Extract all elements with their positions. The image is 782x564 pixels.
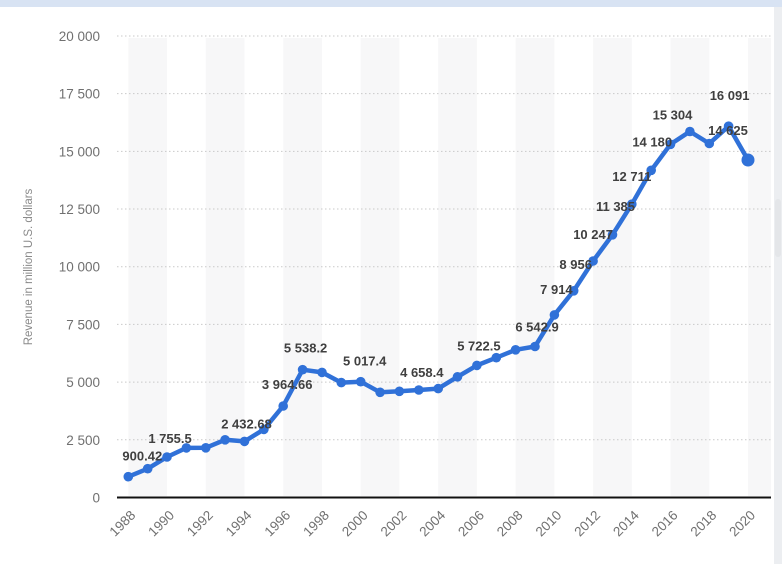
data-point[interactable] xyxy=(394,386,405,397)
y-gridlines xyxy=(117,35,771,441)
data-point-label: 15 304 xyxy=(653,107,694,122)
y-tick-label: 17 500 xyxy=(59,87,100,102)
x-tick-label: 1992 xyxy=(184,508,216,540)
x-tick-label: 2010 xyxy=(533,508,565,540)
data-point-label: 10 247 xyxy=(573,227,613,242)
y-axis-title: Revenue in million U.S. dollars xyxy=(23,188,35,345)
data-point[interactable] xyxy=(220,435,230,445)
y-tick-label: 0 xyxy=(92,491,100,506)
data-point-label: 14 180 xyxy=(632,134,672,149)
data-point[interactable] xyxy=(510,345,521,355)
x-tick-label: 1996 xyxy=(261,508,293,540)
data-point[interactable] xyxy=(723,121,734,131)
data-point[interactable] xyxy=(355,376,366,387)
data-point[interactable] xyxy=(549,310,560,320)
page-gutter xyxy=(774,7,782,564)
data-points xyxy=(123,121,755,482)
x-tick-label: 1994 xyxy=(223,507,255,539)
plot-band xyxy=(360,38,400,496)
x-tick-label: 1998 xyxy=(300,508,332,540)
data-point[interactable] xyxy=(568,286,579,296)
x-tick-label: 2016 xyxy=(649,508,681,540)
data-point[interactable] xyxy=(704,138,715,149)
top-strip xyxy=(0,0,782,7)
x-tick-label: 2000 xyxy=(339,508,371,540)
data-point-label: 14 625 xyxy=(708,123,748,138)
data-point[interactable] xyxy=(627,199,637,209)
x-tick-label: 2006 xyxy=(455,508,487,540)
x-tick-label: 1988 xyxy=(107,508,139,540)
data-point-label: 11 385 xyxy=(596,199,635,214)
y-tick-label: 2 500 xyxy=(66,433,100,448)
x-tick-label: 2020 xyxy=(726,508,758,540)
scrollbar-thumb[interactable] xyxy=(775,199,781,257)
data-point-label: 5 538.2 xyxy=(284,341,327,356)
data-point-label: 7 914 xyxy=(540,282,573,297)
data-point[interactable] xyxy=(259,424,269,435)
data-point[interactable] xyxy=(472,360,482,371)
data-point-label: 1 755.5 xyxy=(148,431,191,446)
x-tick-label: 2018 xyxy=(688,508,720,540)
data-point[interactable] xyxy=(588,256,598,266)
y-tick-label: 10 000 xyxy=(59,260,100,275)
data-point[interactable] xyxy=(530,341,540,352)
data-point[interactable] xyxy=(433,383,444,394)
x-tick-label: 1990 xyxy=(145,508,177,540)
data-point-label: 4 658.4 xyxy=(400,365,444,380)
x-tick-label: 2014 xyxy=(610,507,642,539)
data-point-label: 3 964.66 xyxy=(262,377,313,392)
y-tick-label: 7 500 xyxy=(66,317,100,332)
data-point[interactable] xyxy=(375,387,385,398)
data-point-label: 8 956 xyxy=(559,257,592,272)
data-point[interactable] xyxy=(181,443,192,453)
data-point-label: 2 432.68 xyxy=(221,416,272,431)
data-point-label: 6 542.9 xyxy=(515,320,558,335)
plot-band xyxy=(128,38,168,496)
data-point[interactable] xyxy=(491,352,502,363)
data-point-label: 16 091 xyxy=(710,88,750,103)
data-point[interactable] xyxy=(665,139,676,150)
data-point-label: 12 711 xyxy=(612,169,651,184)
data-point-label: 5 017.4 xyxy=(343,354,387,369)
x-tick-label: 2008 xyxy=(494,508,526,540)
y-tick-label: 15 000 xyxy=(59,144,100,159)
data-point[interactable] xyxy=(452,372,463,382)
data-point[interactable] xyxy=(646,165,656,176)
data-point[interactable] xyxy=(162,452,172,462)
x-axis-tick-labels: 1988 1990 1992 1994 1996 1998 2000 2002 2004 2006… xyxy=(107,507,759,539)
data-point[interactable] xyxy=(201,443,211,453)
data-point[interactable] xyxy=(414,385,424,395)
data-point[interactable] xyxy=(685,126,695,137)
data-labels: 900.42 1 755.5 2 432.68 3 964.66 5 538.2 5 01… xyxy=(122,88,749,464)
data-point[interactable] xyxy=(607,230,618,240)
data-point[interactable] xyxy=(278,401,289,411)
data-point[interactable] xyxy=(741,153,755,167)
x-tick-label: 2002 xyxy=(378,508,410,540)
y-tick-label: 5 000 xyxy=(66,375,100,390)
data-point[interactable] xyxy=(123,471,134,482)
y-tick-label: 12 500 xyxy=(59,202,100,217)
data-point[interactable] xyxy=(317,367,327,378)
y-tick-label: 20 000 xyxy=(59,29,100,44)
plot-band xyxy=(748,38,771,496)
y-axis-tick-labels: 0 2 500 5 000 7 500 10 000 12 500 15 000 17 500… xyxy=(59,29,100,506)
x-tick-label: 2004 xyxy=(416,507,448,539)
data-point[interactable] xyxy=(142,463,153,474)
data-point[interactable] xyxy=(336,377,347,388)
data-point[interactable] xyxy=(239,436,250,447)
data-point-label: 900.42 xyxy=(122,449,162,464)
data-point-label: 5 722.5 xyxy=(457,338,500,353)
x-tick-label: 2012 xyxy=(571,508,603,540)
data-point[interactable] xyxy=(297,364,308,375)
